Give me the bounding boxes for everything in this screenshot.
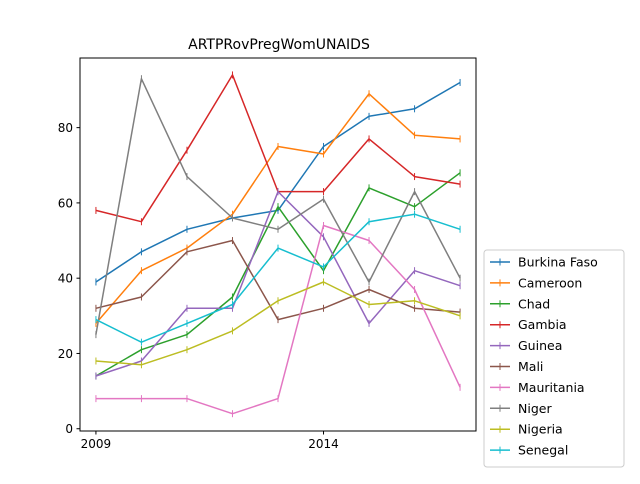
series-7	[95, 75, 461, 339]
legend-item: Burkina Faso	[490, 255, 598, 270]
legend-label: Nigeria	[518, 422, 563, 437]
legend-item: Nigeria	[490, 422, 563, 437]
legend-box	[483, 249, 625, 468]
legend-label: Gambia	[518, 317, 567, 332]
axes-frame	[79, 57, 477, 432]
legend-label: Mauritania	[518, 380, 585, 395]
series-8	[95, 278, 461, 369]
y-tick-label: 20	[58, 347, 73, 361]
x-tick-label: 2009	[81, 437, 112, 451]
plot-area	[79, 57, 477, 432]
y-tick-label: 0	[65, 422, 73, 436]
series-line	[95, 81, 461, 283]
legend-item: Cameroon	[490, 275, 582, 290]
legend-label: Niger	[518, 401, 552, 416]
legend-label: Mali	[518, 359, 543, 374]
legend-item: Mali	[490, 359, 543, 374]
legend-item: Gambia	[490, 317, 567, 332]
series-9	[95, 210, 461, 346]
series-line	[95, 281, 461, 366]
series-line	[95, 190, 461, 377]
legend-item: Senegal	[490, 443, 568, 458]
chart-title: ARTPRovPregWomUNAIDS	[188, 37, 370, 53]
x-axis: 2009 2014	[81, 431, 339, 451]
legend: Burkina Faso Cameroon Chad Gambia Guinea Mali…	[483, 249, 625, 468]
series-6	[95, 221, 461, 418]
legend-label: Guinea	[518, 338, 562, 353]
series-2	[95, 169, 461, 380]
legend-label: Cameroon	[518, 275, 582, 290]
legend-item: Niger	[490, 401, 552, 416]
y-axis: 0 20 40 60 80	[58, 121, 80, 436]
legend-label: Burkina Faso	[518, 255, 598, 270]
y-tick-label: 60	[58, 196, 73, 210]
y-tick-label: 80	[58, 121, 73, 135]
legend-label: Chad	[518, 296, 550, 311]
x-tick-label: 2014	[308, 437, 339, 451]
legend-label: Senegal	[518, 443, 568, 458]
legend-item: Mauritania	[490, 380, 585, 395]
y-tick-label: 40	[58, 272, 73, 286]
legend-item: Guinea	[490, 338, 562, 353]
series-4	[95, 188, 461, 380]
series-0	[95, 78, 461, 286]
legend-item: Chad	[490, 296, 550, 311]
